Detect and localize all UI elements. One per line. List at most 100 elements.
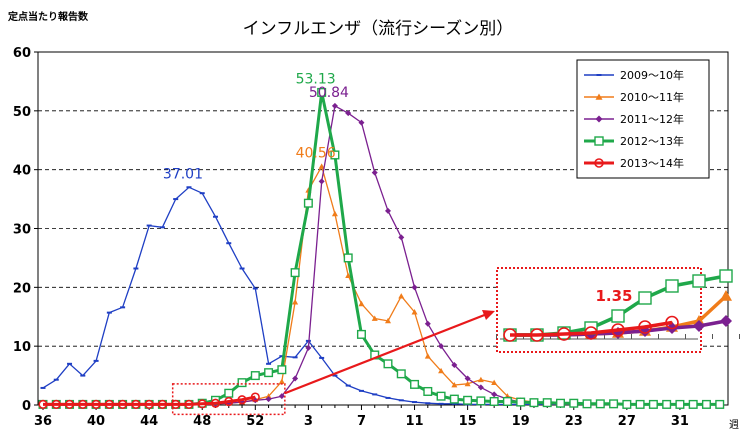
data-point: [358, 300, 365, 307]
inset-data-point: [584, 326, 598, 340]
inset-data-point: [503, 328, 517, 342]
data-point: [635, 399, 645, 409]
legend-entry-label: 2012〜13年: [620, 134, 684, 148]
data-point: [224, 388, 234, 398]
data-point: [197, 399, 207, 409]
x-tick-label: 27: [618, 414, 636, 429]
peak-label: 40.56: [296, 145, 336, 161]
data-point: [489, 396, 499, 406]
data-point: [371, 169, 378, 176]
legend-entry-label: 2013〜14年: [620, 156, 684, 170]
data-point: [345, 272, 352, 278]
data-point: [385, 317, 391, 324]
x-axis-unit: 週: [729, 419, 739, 431]
data-point: [330, 150, 340, 160]
data-point: [436, 391, 446, 401]
data-point: [516, 397, 526, 407]
data-point: [104, 399, 114, 410]
x-tick-label: 3: [304, 414, 313, 429]
data-point: [688, 399, 698, 409]
data-point: [385, 207, 391, 214]
plot-area: 0 10 20 30 40 50 60 36 40 44 48 52 3 7 11 15 19 23 27 31 37.…: [13, 46, 729, 429]
inset-data-point: [719, 269, 733, 283]
peak-label: 53.13: [296, 71, 336, 87]
inset-data-point: [665, 279, 679, 293]
x-tick-label: 40: [87, 414, 105, 429]
data-point: [464, 380, 471, 387]
x-tick-label: 31: [671, 414, 689, 429]
inset-data-point: [720, 290, 732, 301]
data-point: [184, 399, 194, 410]
inset-series-4: [503, 315, 679, 342]
data-point: [451, 381, 458, 388]
data-point: [569, 398, 579, 408]
data-point: [78, 399, 88, 410]
inset-data-point: [692, 274, 706, 288]
data-point: [371, 315, 378, 321]
data-point: [675, 399, 685, 409]
data-point: [250, 392, 260, 402]
zoom-source-box: [171, 383, 286, 416]
series-4: [38, 392, 260, 410]
x-tick-label: 52: [246, 414, 264, 429]
data-point: [398, 293, 405, 299]
data-point: [423, 386, 433, 396]
data-point: [290, 268, 300, 278]
data-point: [411, 309, 418, 315]
zoom-arrow-line: [284, 312, 488, 395]
inset-data-point: [720, 315, 732, 327]
data-point: [556, 398, 566, 408]
data-point: [51, 399, 61, 410]
x-tick-label: 7: [357, 414, 366, 429]
data-point: [476, 396, 486, 406]
data-point: [303, 198, 313, 208]
data-point: [701, 399, 711, 409]
data-point: [463, 395, 473, 405]
data-point: [264, 368, 274, 378]
data-point: [265, 393, 272, 399]
data-point: [648, 399, 658, 409]
data-point: [278, 393, 285, 400]
data-point: [224, 396, 234, 407]
data-point: [265, 396, 272, 403]
data-point: [424, 353, 431, 359]
y-tick-label: 20: [13, 281, 31, 296]
data-point: [424, 320, 431, 327]
data-point: [91, 399, 101, 410]
y-tick-label: 30: [13, 223, 31, 238]
data-point: [292, 375, 299, 382]
data-point: [451, 361, 458, 368]
data-point: [383, 359, 393, 369]
inset-data-point: [638, 291, 652, 305]
data-point: [491, 379, 498, 386]
legend-entry-label: 2009〜10年: [620, 68, 684, 82]
inset-data-point: [611, 309, 625, 323]
y-tick-label: 10: [13, 340, 31, 355]
data-point: [237, 378, 247, 388]
legend: 2009〜10年 2010〜11年 2011〜12年 2012〜13年 2013〜14年: [576, 59, 710, 179]
data-point: [358, 119, 365, 126]
data-point: [277, 365, 287, 375]
data-point: [477, 384, 484, 391]
zoom-arrow-head: [482, 310, 495, 320]
legend-swatch-marker: [594, 136, 604, 146]
data-point: [292, 299, 299, 305]
data-point: [595, 399, 605, 409]
data-point: [317, 87, 327, 97]
x-tick-label: 44: [140, 414, 158, 429]
data-point: [157, 399, 168, 410]
inset-data-point: [665, 315, 679, 330]
legend-entry-label: 2010〜11年: [620, 90, 684, 104]
data-point: [438, 343, 445, 350]
data-point: [131, 399, 141, 410]
data-point: [318, 178, 325, 185]
data-point: [542, 398, 552, 408]
data-point: [529, 398, 539, 408]
legend-entry-label: 2011〜12年: [620, 112, 684, 126]
inset-data-point: [611, 323, 625, 337]
legend-swatch-marker: [595, 115, 603, 123]
data-point: [318, 163, 325, 169]
data-point: [305, 344, 312, 351]
chart-title: インフルエンザ（流行シーズン別）: [243, 19, 514, 39]
